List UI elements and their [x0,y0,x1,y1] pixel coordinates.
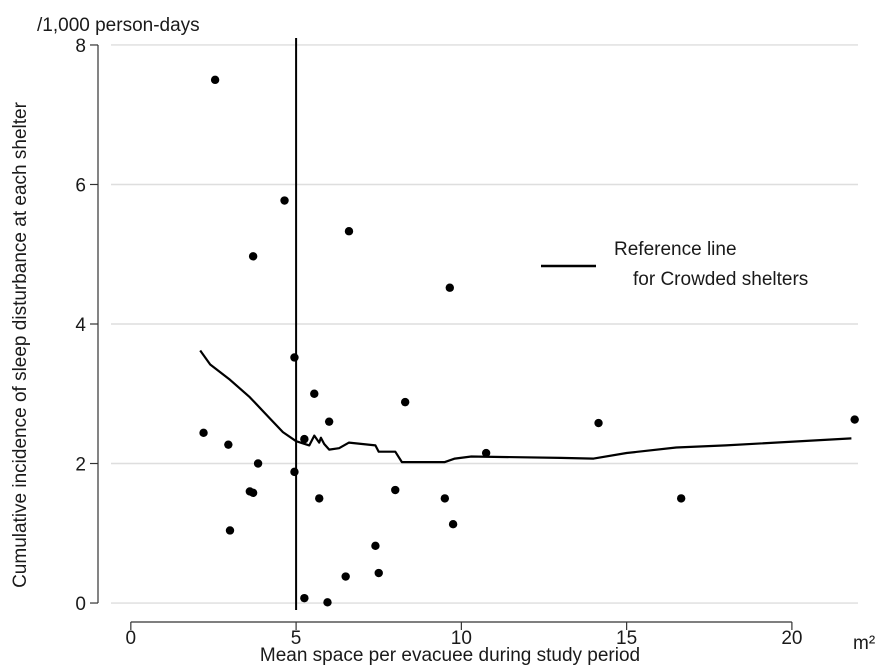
data-point-16 [253,459,263,468]
data-point-30 [323,598,332,607]
data-point-12 [300,434,309,444]
tick-label-x-10: 10 [451,628,472,649]
data-point-7 [310,389,319,398]
reference-line-layer [199,349,852,464]
x-axis-title: Mean space per evacuee during study peri… [260,645,640,666]
tick-label-y-8: 8 [75,36,86,57]
tick-label-y-0: 0 [75,594,86,615]
data-point-20 [248,488,258,498]
data-point-26 [371,541,380,551]
gridlines [111,44,858,604]
y-axis-title: Cumulative incidence of sleep disturbanc… [10,101,31,588]
data-point-11 [850,415,859,424]
data-point-14 [224,440,233,449]
tick-label-x-15: 15 [616,628,637,649]
x-unit-label: m² [853,633,875,654]
data-point-1 [210,75,220,85]
legend-label-line1: Reference line [614,239,737,260]
tick-label-y-4: 4 [75,315,86,336]
data-point-22 [440,494,450,503]
data-point-27 [374,568,383,578]
axes [97,44,792,623]
tick-label-x-20: 20 [781,628,802,649]
data-point-24 [225,526,235,535]
data-point-29 [300,593,309,603]
data-point-2 [280,196,289,205]
tick-label-y-6: 6 [75,175,86,196]
data-point-21 [315,494,324,503]
tick-marks [90,44,793,630]
data-point-25 [448,520,458,529]
data-point-6 [290,353,299,362]
data-point-3 [344,227,354,236]
y-unit-label: /1,000 person-days [37,15,200,36]
data-point-28 [341,572,350,581]
data-points-layer [199,75,859,607]
data-point-23 [676,494,686,503]
tick-label-x-5: 5 [291,628,302,649]
data-point-5 [445,283,454,292]
data-point-18 [391,485,400,495]
data-point-17 [290,467,299,477]
data-point-13 [199,428,208,438]
data-point-15 [481,448,491,458]
data-point-4 [248,252,258,261]
reference-curve [199,349,852,464]
legend: Reference line for Crowded shelters [541,239,808,290]
tick-label-x-0: 0 [126,628,137,649]
data-point-10 [594,418,603,428]
tick-labels: 0 2 4 6 8 0 5 10 15 20 [75,36,802,649]
legend-label-line2: for Crowded shelters [633,269,808,290]
data-point-9 [324,417,334,426]
tick-label-y-2: 2 [75,455,86,476]
data-point-8 [400,397,410,407]
